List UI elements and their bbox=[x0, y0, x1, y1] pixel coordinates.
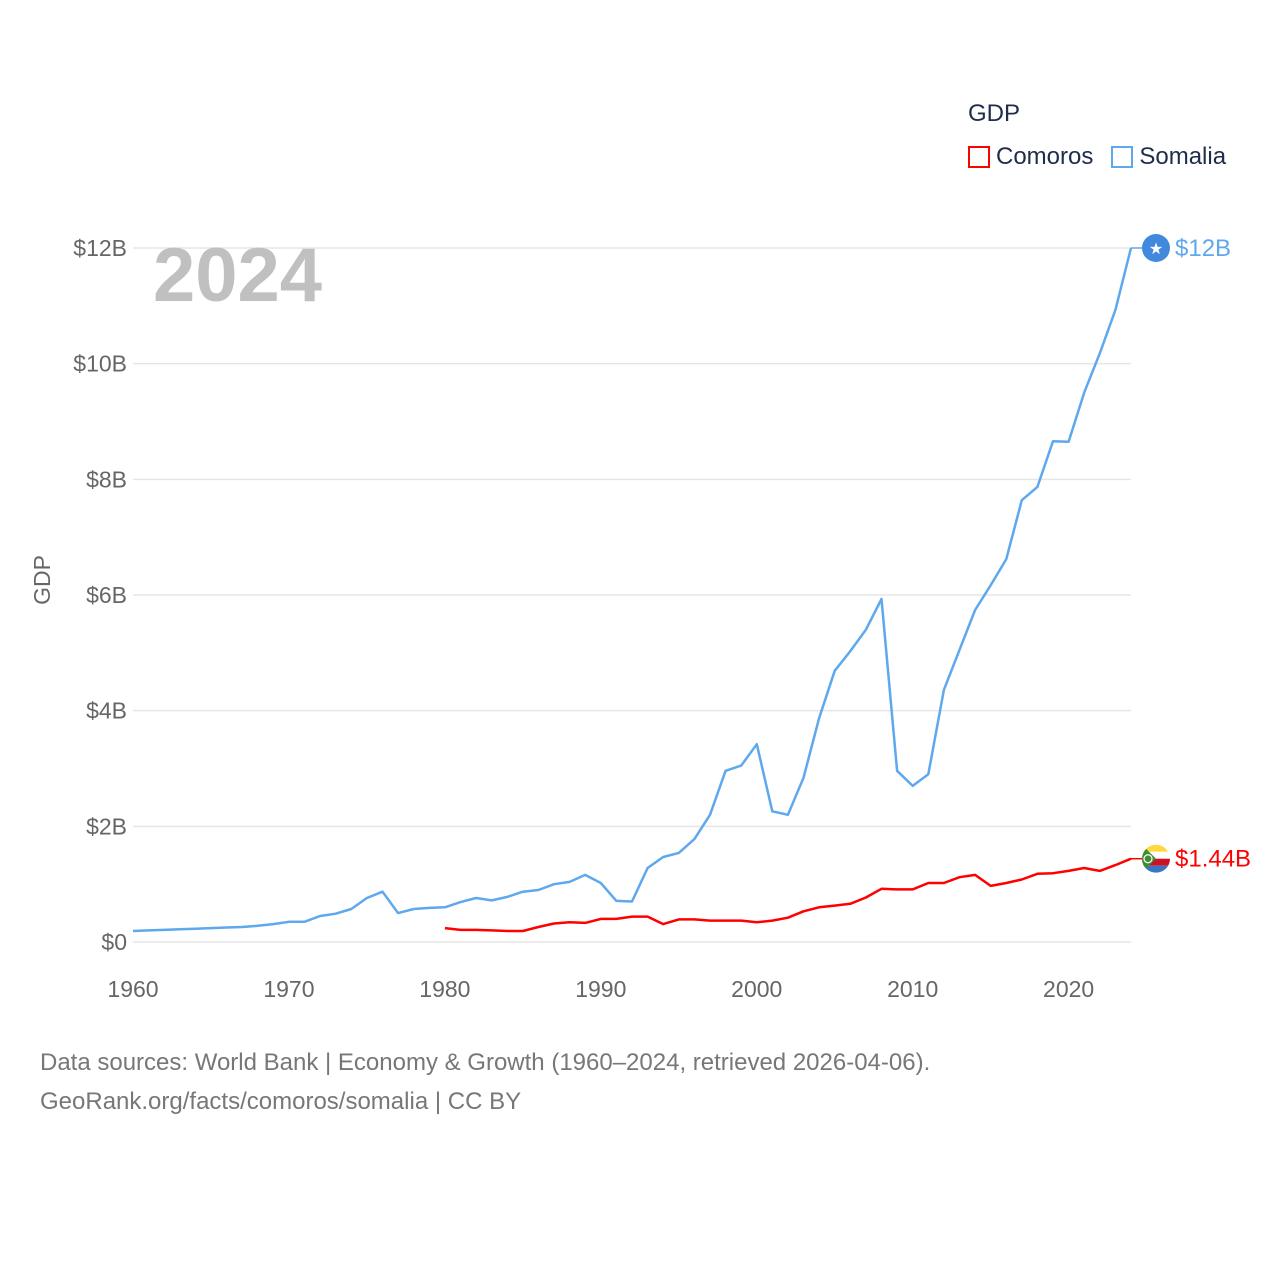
legend: Comoros Somalia bbox=[968, 143, 1226, 171]
x-tick-label: 1960 bbox=[107, 976, 158, 1002]
legend-item-somalia[interactable]: Somalia bbox=[1111, 143, 1226, 171]
y-tick-label: $12B bbox=[73, 235, 127, 261]
flag-stripe bbox=[1142, 865, 1170, 873]
flag-stripe bbox=[1142, 858, 1170, 866]
legend-swatch-somalia bbox=[1111, 146, 1134, 168]
crescent-icon bbox=[1143, 854, 1153, 864]
y-tick-label: $2B bbox=[86, 813, 127, 839]
end-value-label: $1.44B bbox=[1175, 846, 1251, 873]
x-tick-label: 1970 bbox=[263, 976, 314, 1002]
flag-stripe bbox=[1142, 844, 1170, 852]
comoros-flag-icon bbox=[1142, 844, 1170, 873]
legend-label: Comoros bbox=[996, 143, 1094, 170]
legend-item-comoros[interactable]: Comoros bbox=[968, 143, 1093, 171]
x-tick-label: 2000 bbox=[731, 976, 782, 1002]
y-tick-label: $6B bbox=[86, 582, 127, 608]
y-tick-label: $10B bbox=[73, 351, 127, 377]
end-value-label: $12B bbox=[1175, 235, 1231, 262]
data-sources: Data sources: World Bank | Economy & Gro… bbox=[40, 1043, 930, 1121]
flag-stripe bbox=[1142, 851, 1170, 859]
y-tick-label: $4B bbox=[86, 698, 127, 724]
flag-stripes bbox=[1142, 844, 1170, 873]
source-link[interactable]: GeoRank.org/facts/comoros/somalia | CC B… bbox=[40, 1088, 522, 1115]
y-axis-label: GDP bbox=[29, 555, 55, 605]
flag-triangle bbox=[1142, 844, 1156, 873]
source-line: Data sources: World Bank | Economy & Gro… bbox=[40, 1049, 931, 1076]
series-line-comoros bbox=[444, 857, 1132, 933]
y-tick-label: $0 bbox=[101, 929, 127, 955]
y-tick-label: $8B bbox=[86, 466, 127, 492]
x-tick-label: 1990 bbox=[575, 976, 626, 1002]
star-icon: ★ bbox=[1149, 241, 1163, 258]
legend-swatch-comoros bbox=[968, 146, 990, 168]
legend-label: Somalia bbox=[1139, 143, 1227, 170]
x-tick-label: 2010 bbox=[887, 976, 938, 1002]
somalia-flag-icon bbox=[1142, 234, 1170, 262]
series-line-somalia bbox=[132, 247, 1133, 933]
x-tick-label: 2020 bbox=[1043, 976, 1094, 1002]
x-tick-label: 1980 bbox=[419, 976, 470, 1002]
year-watermark: 2024 bbox=[153, 233, 322, 318]
legend-title: GDP bbox=[968, 100, 1021, 127]
